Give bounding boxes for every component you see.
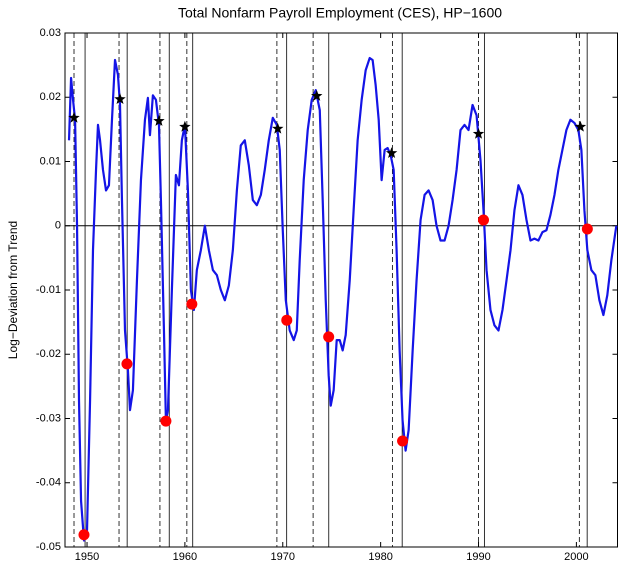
peak-marker [574, 120, 587, 132]
trough-marker [160, 415, 172, 427]
y-tick-label: 0.03 [40, 27, 61, 39]
y-tick-label: -0.03 [36, 412, 61, 424]
peak-marker [153, 115, 165, 126]
peak-marker [385, 147, 398, 158]
x-tick-label: 1990 [466, 551, 490, 563]
y-tick-label: 0.01 [40, 155, 61, 167]
peak-marker [114, 93, 126, 105]
y-tick-label: -0.05 [36, 541, 61, 553]
peak-marker [472, 127, 485, 139]
peak-marker [68, 111, 80, 123]
trough-marker [186, 298, 198, 310]
peak-marker [272, 122, 284, 134]
peak-marker [179, 120, 191, 132]
y-tick-label: -0.02 [36, 348, 61, 360]
trough-marker [78, 529, 90, 541]
y-tick-label: 0.02 [40, 91, 61, 103]
plot-area [64, 32, 618, 548]
y-tick-label: 0 [55, 220, 61, 232]
y-tick-label: -0.01 [36, 284, 61, 296]
y-tick-label: -0.04 [36, 477, 61, 489]
trough-marker [121, 358, 133, 370]
trough-marker [478, 214, 490, 226]
x-tick-label: 2000 [564, 551, 588, 563]
x-tick-label: 1960 [173, 551, 197, 563]
chart-title: Total Nonfarm Payroll Employment (CES), … [178, 5, 502, 21]
trough-marker [281, 314, 293, 326]
trough-marker [323, 331, 335, 343]
x-tick-label: 1970 [271, 551, 295, 563]
trough-marker [581, 223, 593, 235]
x-tick-label: 1980 [368, 551, 392, 563]
data-line [67, 56, 618, 542]
x-tick-label: 1950 [75, 551, 99, 563]
y-axis-label: Log−Deviation from Trend [6, 221, 20, 359]
trough-marker [397, 435, 409, 447]
peak-marker [311, 89, 323, 101]
